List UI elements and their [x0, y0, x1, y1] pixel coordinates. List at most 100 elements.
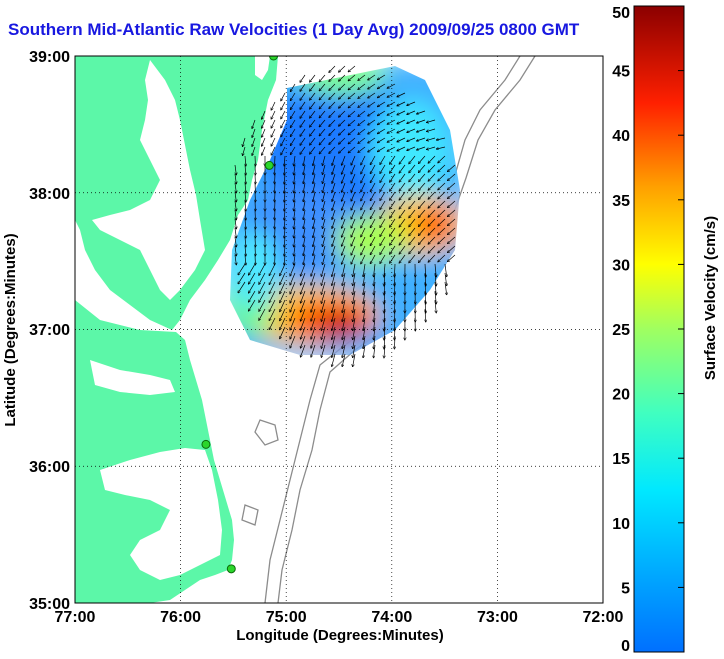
velocity-vector [300, 101, 306, 109]
velocity-vector [418, 155, 426, 164]
velocity-vector [321, 335, 326, 348]
velocity-vector [368, 128, 376, 134]
velocity-vector [332, 308, 336, 322]
velocity-vector [418, 164, 426, 173]
velocity-vector [271, 119, 276, 128]
velocity-vector [300, 83, 306, 91]
velocity-vector [374, 290, 376, 304]
velocity-vector [353, 317, 356, 331]
velocity-vector [418, 218, 426, 227]
velocity-vector [332, 290, 336, 304]
velocity-vector [374, 326, 376, 340]
velocity-vector [353, 290, 356, 304]
velocity-vector [407, 110, 416, 114]
velocity-vector [300, 281, 306, 294]
velocity-vector [438, 200, 446, 208]
velocity-vector [342, 335, 346, 349]
velocity-vector [370, 236, 376, 246]
velocity-vector [284, 182, 285, 193]
velocity-vector [353, 353, 356, 367]
velocity-vector [351, 254, 356, 264]
velocity-vector [425, 263, 426, 277]
velocity-vector [358, 146, 366, 152]
velocity-vector [417, 119, 426, 123]
velocity-vector [303, 200, 306, 211]
velocity-vector [380, 155, 386, 165]
velocity-vector [363, 281, 366, 295]
velocity-vector [407, 128, 416, 132]
velocity-vector [300, 128, 306, 136]
velocity-vector [281, 146, 286, 155]
velocity-vector [303, 209, 306, 220]
velocity-vector [418, 227, 426, 236]
velocity-vector [259, 263, 266, 275]
velocity-vector [380, 164, 386, 174]
velocity-vector [353, 263, 356, 277]
colorbar-tick-label: 40 [612, 128, 630, 145]
velocity-vector [399, 200, 406, 209]
velocity-vector [252, 119, 256, 128]
velocity-vector [319, 137, 326, 145]
velocity-vector [235, 164, 236, 175]
velocity-vector [311, 281, 316, 294]
velocity-vector [407, 146, 416, 150]
colorbar-tick-label: 50 [612, 5, 630, 22]
velocity-vector [399, 245, 406, 254]
station-marker [201, 439, 211, 449]
velocity-vector [425, 281, 426, 295]
x-tick: 74:00 [371, 609, 412, 626]
velocity-vector [370, 254, 376, 264]
velocity-vector [310, 101, 316, 109]
velocity-vector [435, 281, 436, 295]
velocity-vector [300, 263, 306, 276]
velocity-vector [319, 119, 326, 127]
velocity-vector [332, 164, 336, 175]
velocity-vector [290, 119, 296, 128]
colorbar-tick-label: 5 [621, 580, 630, 597]
velocity-vector [358, 137, 366, 143]
velocity-vector [259, 308, 266, 320]
velocity-vector [303, 155, 306, 166]
velocity-vector [394, 317, 395, 331]
velocity-vector [363, 272, 366, 286]
velocity-vector [370, 218, 376, 228]
velocity-vector [303, 164, 306, 175]
velocity-vector [370, 245, 376, 255]
velocity-vector [409, 164, 416, 173]
velocity-vector [353, 308, 356, 322]
velocity-vector [290, 272, 296, 285]
velocity-vector [377, 146, 386, 152]
velocity-vector [351, 218, 356, 228]
velocity-vector [438, 164, 446, 172]
velocity-vector [311, 317, 316, 330]
velocity-vector [399, 155, 406, 164]
velocity-vector [380, 209, 386, 219]
velocity-vector [245, 236, 246, 247]
velocity-vector [248, 299, 256, 311]
velocity-vector [338, 137, 346, 144]
velocity-vector [377, 137, 386, 143]
velocity-vector [384, 263, 385, 277]
velocity-vector [342, 326, 346, 340]
velocity-vector [384, 308, 385, 322]
velocity-vector [342, 317, 346, 331]
velocity-vector [300, 74, 306, 82]
velocity-vector [313, 200, 316, 211]
velocity-vector [294, 164, 295, 175]
velocity-vector [329, 65, 336, 73]
velocity-vector [329, 146, 336, 154]
velocity-vector [332, 263, 336, 277]
velocity-vector [310, 92, 316, 100]
velocity-vector [374, 263, 376, 277]
velocity-vector [311, 344, 316, 357]
velocity-vector [280, 281, 286, 294]
velocity-vector [294, 155, 295, 166]
velocity-vector [300, 110, 306, 118]
velocity-vector [290, 137, 296, 146]
velocity-vector [235, 173, 236, 184]
colorbar-tick-label: 30 [612, 257, 630, 274]
velocity-vector [368, 137, 376, 143]
velocity-vector [394, 263, 395, 277]
velocity-vector [342, 299, 346, 313]
velocity-vector [397, 137, 406, 142]
